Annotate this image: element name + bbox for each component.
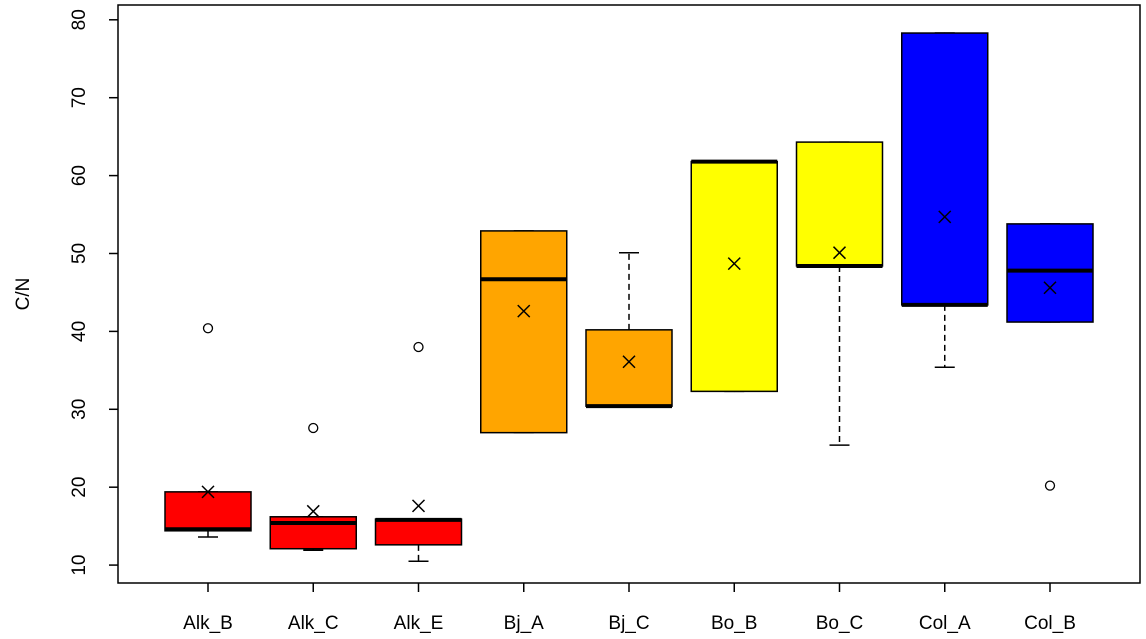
y-tick-label: 60 [69, 165, 90, 186]
mean-marker [832, 246, 847, 260]
mean-marker [727, 257, 741, 271]
y-tick-label: 80 [69, 9, 90, 30]
mean-marker [201, 485, 215, 499]
y-tick-label: 30 [69, 399, 90, 420]
y-axis-label: C/N [13, 278, 34, 311]
mean-marker [938, 210, 952, 224]
x-tick-label: Col_B [1024, 613, 1076, 634]
outlier [308, 422, 319, 434]
box [480, 230, 568, 434]
y-tick-label: 10 [69, 555, 90, 576]
y-tick-label: 20 [69, 477, 90, 498]
y-tick-label: 70 [69, 87, 90, 108]
x-tick-label: Alk_B [183, 613, 233, 634]
outlier [202, 323, 214, 334]
box [585, 329, 673, 407]
mean-marker [306, 504, 320, 518]
x-tick-label: Bj_A [504, 613, 544, 634]
x-tick-label: Alk_C [288, 613, 339, 634]
mean-marker [622, 355, 636, 369]
box [690, 160, 778, 393]
box [374, 518, 463, 546]
y-tick-label: 50 [69, 243, 90, 264]
mean-marker [517, 304, 531, 318]
mean-marker [411, 499, 426, 513]
x-tick-label: Col_A [919, 613, 971, 634]
box [901, 32, 989, 306]
x-tick-label: Bj_C [608, 613, 649, 634]
x-tick-label: Bo_C [816, 613, 864, 634]
box [1006, 223, 1094, 323]
mean-marker [1043, 281, 1057, 295]
box [164, 491, 252, 532]
y-tick-label: 40 [69, 321, 90, 342]
box [795, 141, 884, 267]
x-tick-label: Alk_E [394, 613, 444, 634]
outlier [413, 341, 424, 353]
outlier [1044, 480, 1056, 491]
x-tick-label: Bo_B [711, 613, 757, 634]
